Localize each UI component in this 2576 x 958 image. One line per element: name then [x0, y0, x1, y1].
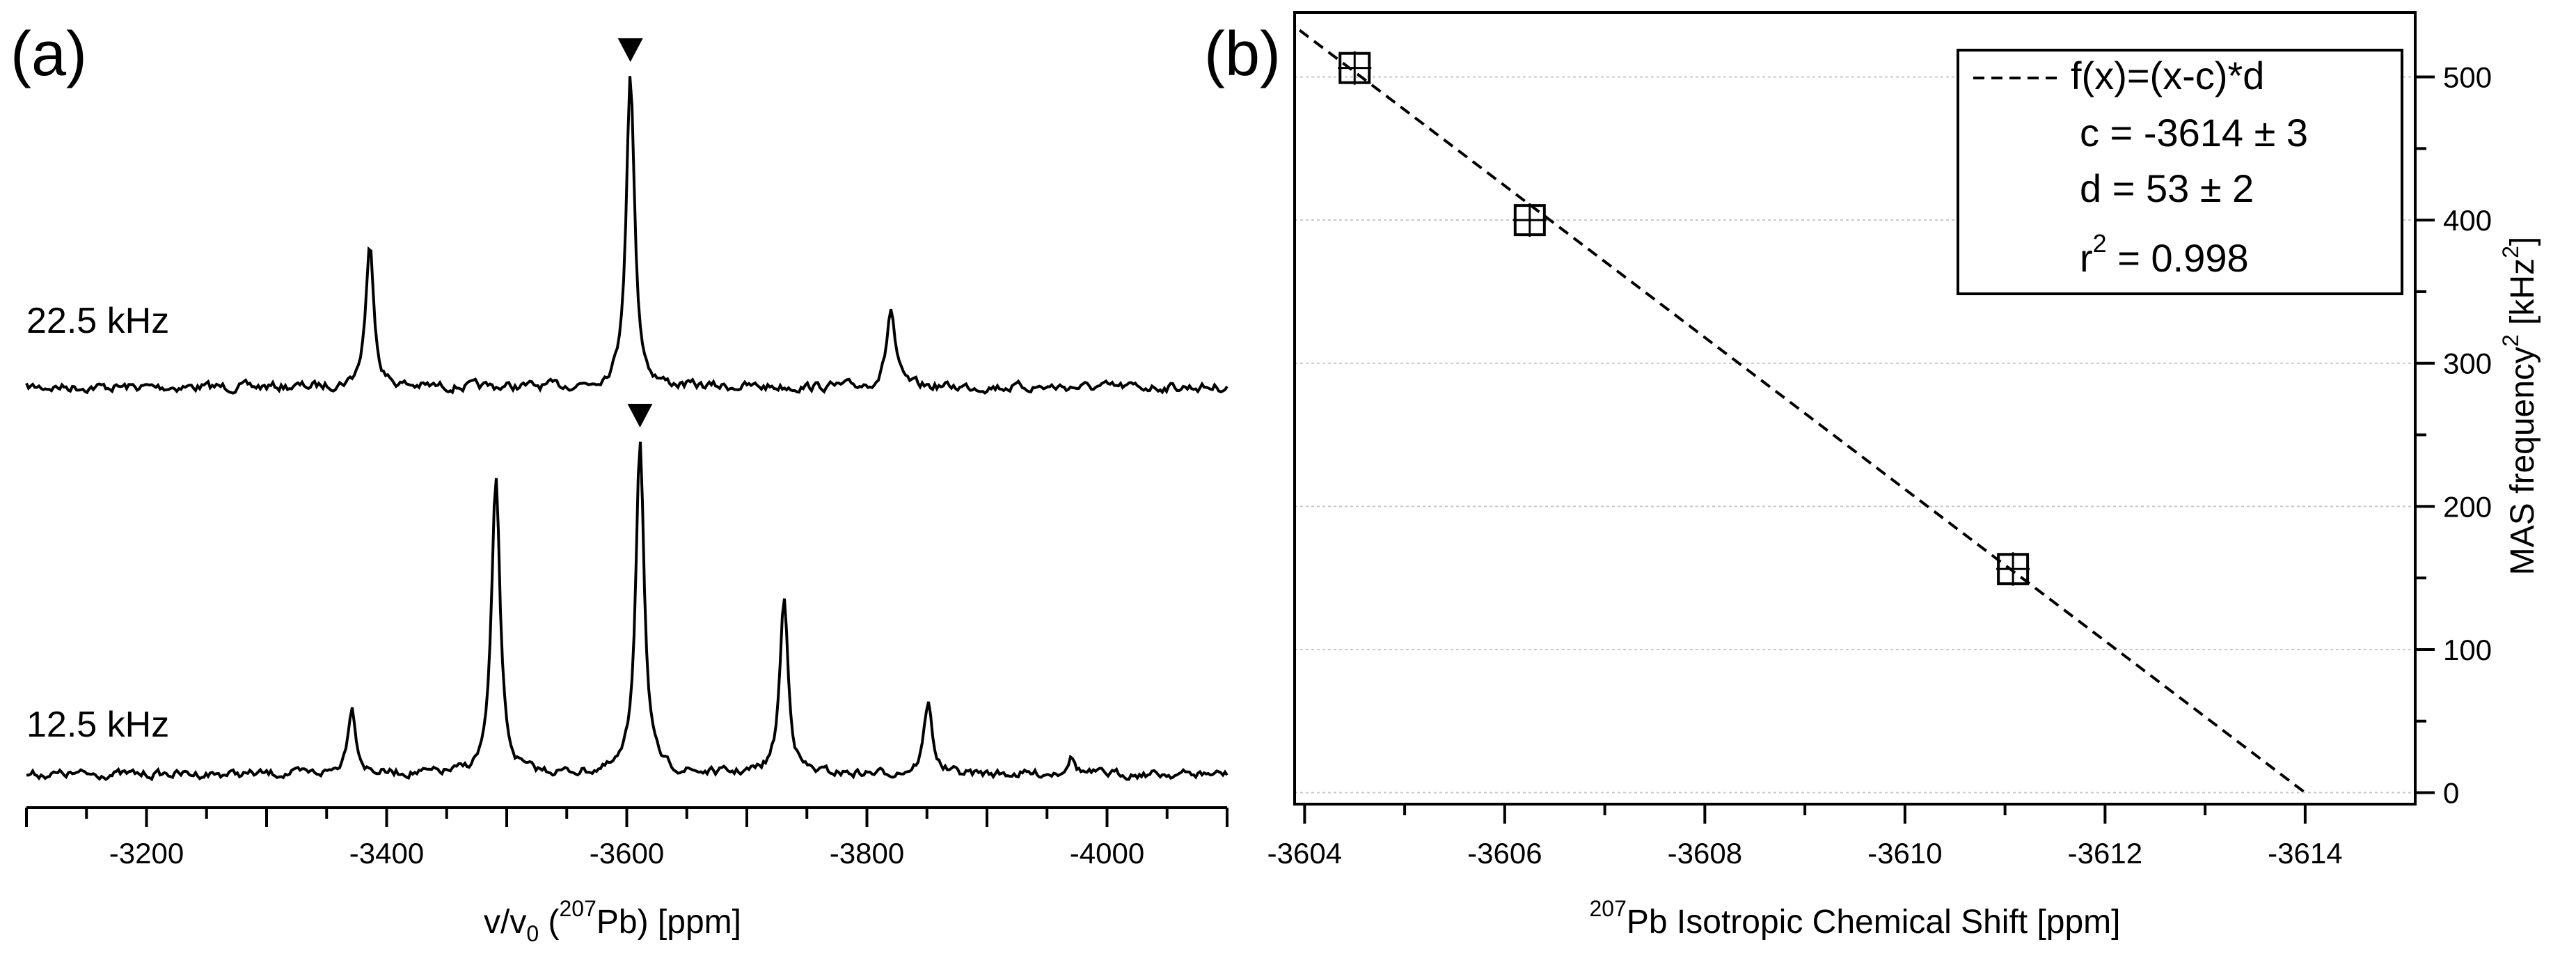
panel-a-x-axis-label: v/v0 (207Pb) [ppm]	[484, 896, 741, 946]
panel-a-x-tick-label: -3800	[830, 837, 904, 870]
data-point	[1512, 203, 1547, 237]
panel-b-x-tick-label: -3612	[2068, 837, 2142, 870]
data-point	[1338, 51, 1372, 85]
panel-a-x-tick-label: -3200	[109, 837, 184, 870]
panel-b-plot-frame	[1293, 11, 2417, 806]
panel-a-x-tick-label: -4000	[1070, 837, 1144, 870]
panel-b-y-tick-label: 0	[2443, 777, 2459, 810]
panel-a-x-tick-label: -3600	[590, 837, 664, 870]
panel-a-label: (a)	[10, 19, 87, 89]
legend-box	[1957, 49, 2403, 295]
panel-a: (a) 22.5 kHz 12.5 kHz -3200 -3400 -3600 -380…	[10, 19, 1228, 946]
panel-b-x-tick-label: -3614	[2268, 837, 2342, 870]
spectrum-label-0: 22.5 kHz	[26, 301, 169, 341]
legend-fit-label: f(x)=(x-c)*d	[2071, 54, 2264, 97]
panel-a-x-tick-label: -3400	[349, 837, 424, 870]
spectrum-label-1: 12.5 kHz	[26, 705, 169, 745]
spectrum-trace-1	[26, 441, 1228, 782]
panel-b-y-tick-label: 300	[2443, 347, 2492, 380]
panel-b-y-axis-label: MAS frequency2 [kHz2]	[2498, 237, 2541, 575]
panel-b-x-tick-label: -3606	[1467, 837, 1542, 870]
legend-r-squared: r2 = 0.998	[2080, 229, 2249, 280]
isotropic-peak-marker-1	[627, 404, 653, 427]
data-point	[1996, 552, 2030, 586]
fit-line	[1298, 29, 2307, 794]
legend-d-value: d = 53 ± 2	[2080, 166, 2254, 210]
panel-b-x-tick-label: -3608	[1668, 837, 1742, 870]
legend: f(x)=(x-c)*d c = -3614 ± 3 d = 53 ± 2 r2…	[1957, 49, 2403, 295]
legend-c-value: c = -3614 ± 3	[2080, 111, 2308, 155]
panel-b-x-tick-label: -3610	[1867, 837, 1942, 870]
panel-b-y-tick-label: 100	[2443, 634, 2492, 666]
isotropic-peak-marker-0	[617, 38, 643, 62]
panel-b-y-tick-label: 200	[2443, 490, 2492, 523]
panel-b-x-tick-label: -3604	[1267, 837, 1342, 870]
panel-b-y-tick-label: 500	[2443, 61, 2492, 94]
panel-b-x-axis-label: 207Pb Isotropic Chemical Shift [ppm]	[1589, 896, 2120, 941]
spectrum-trace-0	[25, 76, 1228, 395]
panel-b-label: (b)	[1204, 19, 1281, 89]
panel-b-y-tick-label: 400	[2443, 204, 2492, 237]
panel-b: (b) -3604 -3606 -3608 -3610 -3612 -3614 0 100 2…	[1204, 11, 2541, 941]
